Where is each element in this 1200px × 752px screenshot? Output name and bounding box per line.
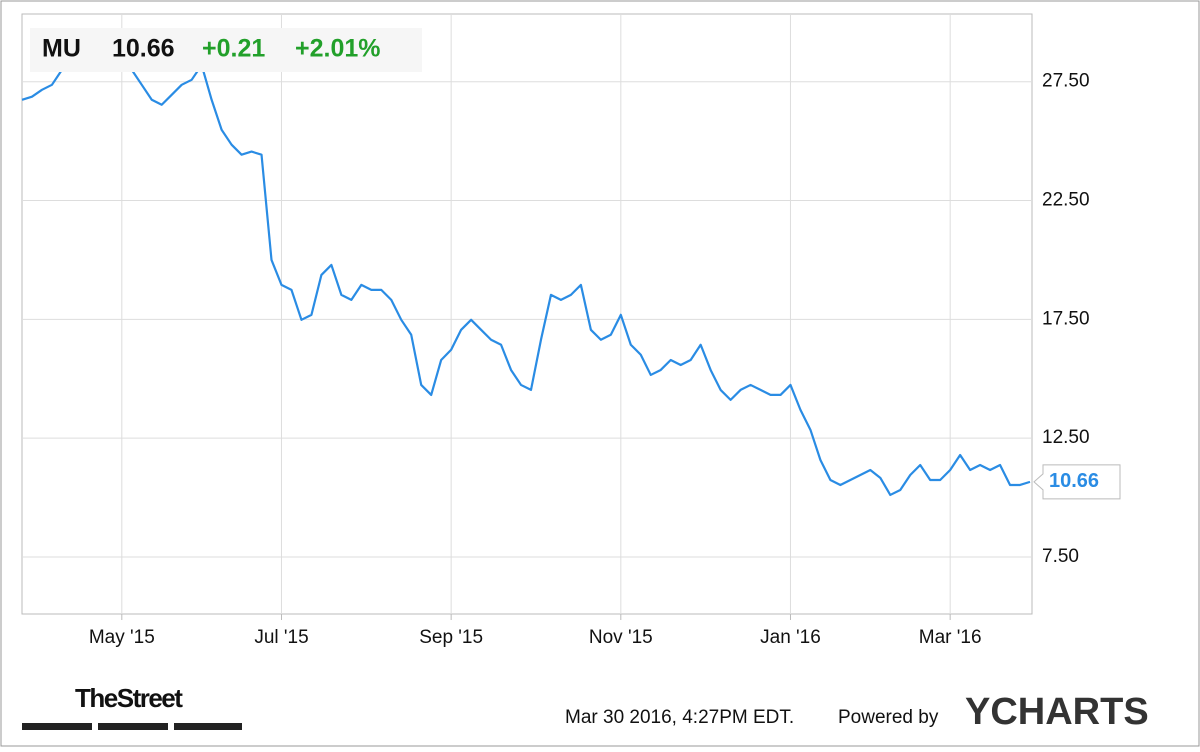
x-tick-label: Mar '16 xyxy=(919,627,982,648)
ycharts-logo: YCHARTS xyxy=(965,691,1149,733)
brand-bar xyxy=(98,723,168,730)
x-tick-label: May '15 xyxy=(89,627,155,648)
y-tick-label: 27.50 xyxy=(1042,71,1090,92)
y-tick-label: 17.50 xyxy=(1042,308,1090,329)
x-tick-label: Jan '16 xyxy=(760,627,821,648)
x-tick-label: Jul '15 xyxy=(254,627,308,648)
change-pct: +2.01% xyxy=(295,35,381,63)
change: +0.21 xyxy=(202,35,265,63)
timestamp: Mar 30 2016, 4:27PM EDT. xyxy=(565,707,794,728)
powered-by: Powered by xyxy=(838,707,939,728)
quote-box xyxy=(30,28,422,72)
ticker: MU xyxy=(42,35,81,63)
brand-bar xyxy=(22,723,92,730)
plot-area xyxy=(21,13,1033,615)
brand-bar xyxy=(174,723,242,730)
price: 10.66 xyxy=(112,35,175,63)
x-tick-label: Sep '15 xyxy=(419,627,483,648)
lines xyxy=(21,36,1031,497)
x-tick-label: Nov '15 xyxy=(589,627,653,648)
y-tick-label: 22.50 xyxy=(1042,190,1090,211)
y-tick-label: 12.50 xyxy=(1042,427,1090,448)
y-tick-label: 7.50 xyxy=(1042,546,1079,567)
last-value-label: 10.66 xyxy=(1049,470,1099,492)
last-value-box xyxy=(1033,464,1121,500)
price-line xyxy=(21,36,1031,497)
brand: TheStreet xyxy=(75,683,183,713)
